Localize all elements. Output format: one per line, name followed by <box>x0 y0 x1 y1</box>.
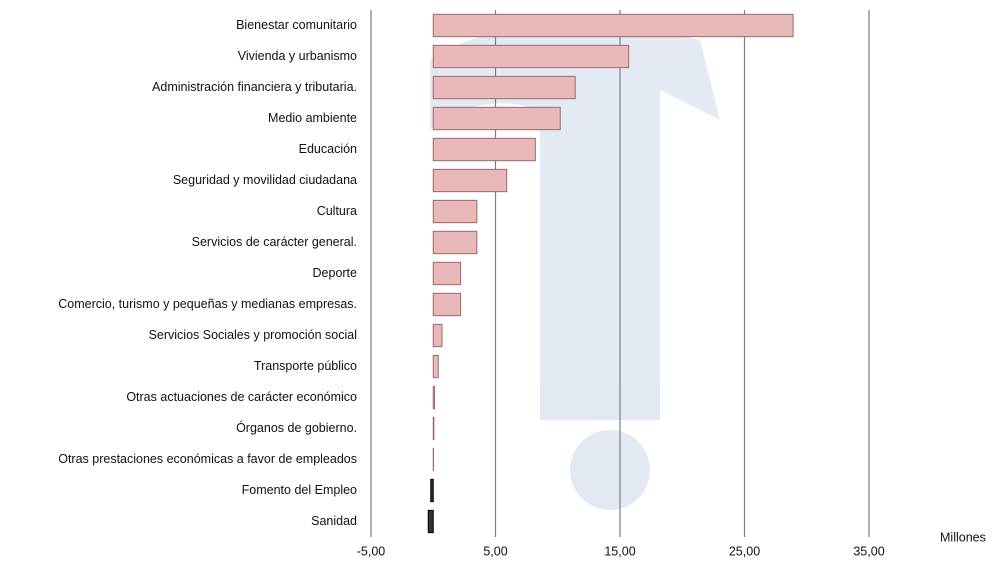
y-tick-label: Cultura <box>317 204 357 218</box>
x-tick-label: 5,00 <box>483 544 507 558</box>
bar <box>432 13 794 38</box>
y-tick-label: Bienestar comunitario <box>236 18 357 32</box>
y-tick-label: Deporte <box>313 266 358 280</box>
bar <box>432 230 478 255</box>
y-tick-label: Comercio, turismo y pequeñas y medianas … <box>58 297 357 311</box>
y-tick-label: Otras actuaciones de carácter económico <box>126 390 357 404</box>
x-tick-label: 25,00 <box>729 544 760 558</box>
y-tick-label: Administración financiera y tributaria. <box>152 80 357 94</box>
y-tick-label: Seguridad y movilidad ciudadana <box>173 173 357 187</box>
watermark <box>430 24 720 510</box>
x-tick-label: 15,00 <box>604 544 635 558</box>
y-tick-label: Vivienda y urbanismo <box>238 49 357 63</box>
bar <box>432 75 576 100</box>
y-tick-label: Servicios Sociales y promoción social <box>149 328 357 342</box>
bar <box>432 137 536 162</box>
bar <box>432 292 462 317</box>
bar <box>432 106 561 131</box>
bar <box>427 509 434 534</box>
bar <box>432 199 478 224</box>
bar <box>430 478 434 503</box>
y-tick-label: Otras prestaciones económicas a favor de… <box>58 452 357 466</box>
y-tick-label: Transporte público <box>254 359 357 373</box>
x-axis-title: Millones <box>940 530 986 544</box>
bar <box>432 168 508 193</box>
y-tick-label: Órganos de gobierno. <box>236 420 357 435</box>
y-tick-label: Sanidad <box>311 514 357 528</box>
bar <box>432 416 435 441</box>
bar <box>432 354 439 379</box>
bar <box>432 44 630 69</box>
bar <box>432 323 443 348</box>
bar <box>432 261 462 286</box>
y-tick-label: Medio ambiente <box>268 111 357 125</box>
bar <box>432 385 435 410</box>
x-tick-label: 35,00 <box>853 544 884 558</box>
x-tick-label: -5,00 <box>357 544 386 558</box>
y-tick-label: Servicios de carácter general. <box>192 235 357 249</box>
y-tick-label: Educación <box>299 142 357 156</box>
y-tick-label: Fomento del Empleo <box>242 483 357 497</box>
